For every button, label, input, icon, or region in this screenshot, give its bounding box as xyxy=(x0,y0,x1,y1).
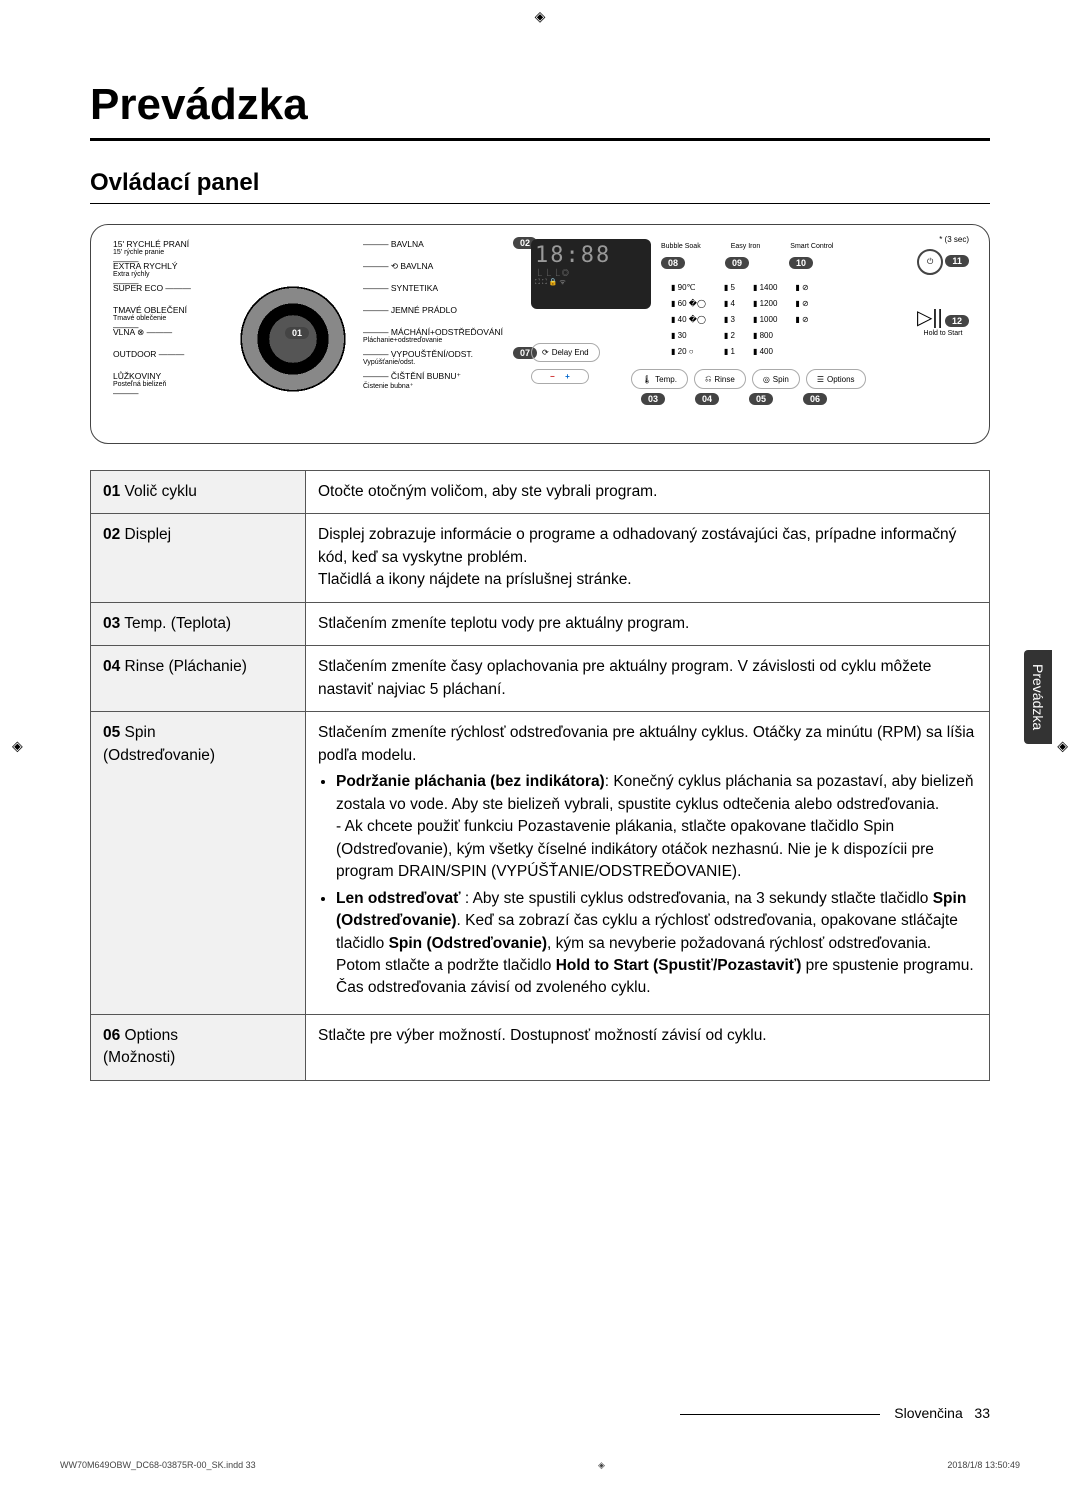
power-button[interactable]: ⏻ xyxy=(917,249,943,275)
dial-label-left: SUPER ECO ——— xyxy=(113,283,191,293)
dial-label-right: ——— ⟲ BAVLNA xyxy=(363,261,433,272)
dial-label-right: ——— VYPOUŠTĚNÍ/ODST.Vypúšťanie/odst. xyxy=(363,349,473,366)
delay-end-button[interactable]: ⟳Delay End xyxy=(531,343,600,362)
print-file: WW70M649OBW_DC68-03875R-00_SK.indd 33 xyxy=(60,1460,256,1471)
hold-to-start-label: Hold to Start xyxy=(917,330,969,337)
side-tab: Prevádzka xyxy=(1024,650,1052,744)
controls-table: 01 Volič cykluOtočte otočným voličom, ab… xyxy=(90,470,990,1081)
section-title: Ovládací panel xyxy=(90,169,990,204)
dial-label-left: VLNA ⊗ ——— xyxy=(113,327,172,338)
program-dial xyxy=(233,279,353,399)
table-row: 01 Volič cykluOtočte otočným voličom, ab… xyxy=(91,471,990,514)
dial-label-right: ——— ČIŠTĚNÍ BUBNU⁺Čistenie bubna⁺ xyxy=(363,371,461,390)
callout-05: 05 xyxy=(749,393,773,405)
callout-08: 08 xyxy=(661,257,685,269)
print-footer: WW70M649OBW_DC68-03875R-00_SK.indd 33 ◈ … xyxy=(60,1460,1020,1471)
page-footer: Slovenčina 33 xyxy=(680,1405,990,1421)
display-area: * (3 sec) 02 18:88 ⎿ ⎿ ⎿ ◎ ⛶ ⛶ 🔒 ᯤ Bubbl… xyxy=(531,239,969,429)
dial-label-right: ——— MÁCHÁNÍ+ODSTŘEĎOVÁNÍPláchanie+odstre… xyxy=(363,327,503,344)
settings-grid: ▮ 90℃▮ 5▮ 1400▮ ⊘▮ 60 �◯▮ 4▮ 1200▮ ⊘▮ 40… xyxy=(661,279,819,361)
time-display: 18:88 xyxy=(535,243,647,268)
table-row: 06 Options(Možnosti)Stlačte pre výber mo… xyxy=(91,1014,990,1080)
callout-09: 09 xyxy=(725,257,749,269)
footer-language: Slovenčina xyxy=(894,1405,963,1421)
callout-10: 10 xyxy=(789,257,813,269)
smart-control-label: Smart Control xyxy=(790,243,833,250)
control-panel-diagram: 15' RYCHLÉ PRANÍ15' rýchle pranie ———EXT… xyxy=(90,224,990,444)
crop-mark-top: ◈ xyxy=(535,8,546,25)
table-row: 05 Spin(Odstreďovanie)Stlačením zmeníte … xyxy=(91,712,990,1015)
bubble-soak-label: Bubble Soak xyxy=(661,243,701,250)
spin-button[interactable]: ◎ Spin xyxy=(752,369,800,389)
rinse-button[interactable]: ⎌ Rinse xyxy=(694,369,746,389)
easy-iron-label: Easy Iron xyxy=(731,243,761,250)
dial-label-left: OUTDOOR ——— xyxy=(113,349,184,359)
table-row: 02 DisplejDisplej zobrazuje informácie o… xyxy=(91,514,990,602)
page-title: Prevádzka xyxy=(90,80,990,141)
temp-button[interactable]: 🌡 Temp. xyxy=(631,369,688,389)
callout-12: 12 xyxy=(945,315,969,327)
crop-mark-left: ◈ xyxy=(12,737,23,754)
callout-01: 01 xyxy=(285,327,309,339)
minus-plus-button[interactable]: − + xyxy=(531,369,589,384)
dial-label-right: ——— SYNTETIKA xyxy=(363,283,438,293)
print-timestamp: 2018/1/8 13:50:49 xyxy=(947,1460,1020,1471)
table-row: 03 Temp. (Teplota)Stlačením zmeníte tepl… xyxy=(91,602,990,645)
callout-04: 04 xyxy=(695,393,719,405)
table-row: 04 Rinse (Pláchanie)Stlačením zmeníte ča… xyxy=(91,646,990,712)
callout-03: 03 xyxy=(641,393,665,405)
crop-mark-right: ◈ xyxy=(1057,737,1068,754)
options-button[interactable]: ☰ Options xyxy=(806,369,866,389)
dial-label-left: LŮŽKOVINYPosteľná bielizeň ——— xyxy=(113,371,166,398)
dial-label-right: ——— BAVLNA xyxy=(363,239,424,249)
start-pause-button[interactable]: ▷|| xyxy=(917,307,943,329)
main-display: 18:88 ⎿ ⎿ ⎿ ◎ ⛶ ⛶ 🔒 ᯤ xyxy=(531,239,651,309)
callout-11: 11 xyxy=(945,255,969,267)
hold-note: * (3 sec) xyxy=(939,235,969,244)
callout-06: 06 xyxy=(803,393,827,405)
dial-label-right: ——— JEMNÉ PRÁDLO xyxy=(363,305,457,315)
footer-page-number: 33 xyxy=(974,1405,990,1421)
